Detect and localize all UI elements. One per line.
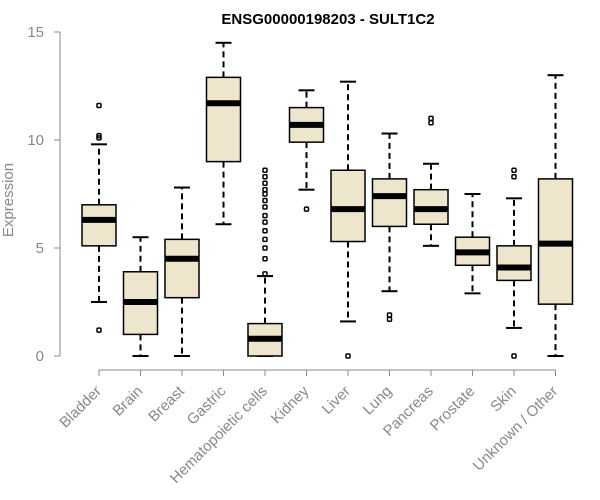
outlier-point [428,115,434,122]
x-tick-label: Liver [319,383,354,418]
box-group [164,186,200,357]
box-group [330,80,366,359]
x-tick-label: Bladder [56,383,105,432]
outlier-point [262,173,268,180]
outlier-point [262,245,268,251]
box-series [81,41,574,359]
box-group [288,89,325,212]
outlier-point [262,204,268,210]
x-tick-label: Breast [145,382,188,425]
outlier-point [262,186,268,193]
box-group [454,193,491,295]
outlier-point [96,327,102,333]
outlier-point [386,312,393,318]
outlier-point [262,167,268,173]
x-tick-label: Brain [110,383,147,420]
box-group [205,41,242,226]
chart-title: ENSG00000198203 - SULT1C2 [221,11,434,28]
outlier-point [511,173,517,180]
outlier-point [262,180,268,186]
box [81,204,117,247]
y-tick-label: 15 [27,24,44,41]
box-group [247,167,283,357]
outlier-point [262,227,268,234]
outlier-point [262,236,268,243]
box [330,169,366,243]
box-group [371,132,408,323]
box-group [496,167,532,359]
x-tick-label: Skin [487,383,520,416]
outlier-point [511,353,517,359]
box-group [413,115,449,247]
box [205,76,242,163]
outlier-point [303,206,310,212]
y-tick-label: 10 [27,132,44,149]
outlier-point [96,132,102,139]
x-tick-label: Lung [360,383,396,419]
y-tick-label: 0 [36,348,44,365]
y-tick-label: 5 [36,240,44,257]
outlier-point [262,191,268,197]
y-axis-label: Expression [0,163,17,237]
outlier-point [262,197,268,204]
outlier-point [262,271,268,277]
box [371,178,408,228]
x-tick-label: Prostate [427,383,479,435]
outlier-point [262,219,268,225]
box-group [122,236,159,357]
box [164,238,200,299]
outlier-point [345,353,351,359]
outlier-point [262,256,268,262]
outlier-point [262,212,268,219]
box-group [537,74,574,357]
outlier-point [511,167,517,173]
box [496,245,532,282]
box-group [81,102,117,333]
outlier-point [96,102,102,109]
x-tick-label: Kidney [268,382,313,427]
y-axis: 0 5 10 15 [27,24,61,365]
outlier-point [386,316,393,323]
outlier-point [428,119,434,126]
